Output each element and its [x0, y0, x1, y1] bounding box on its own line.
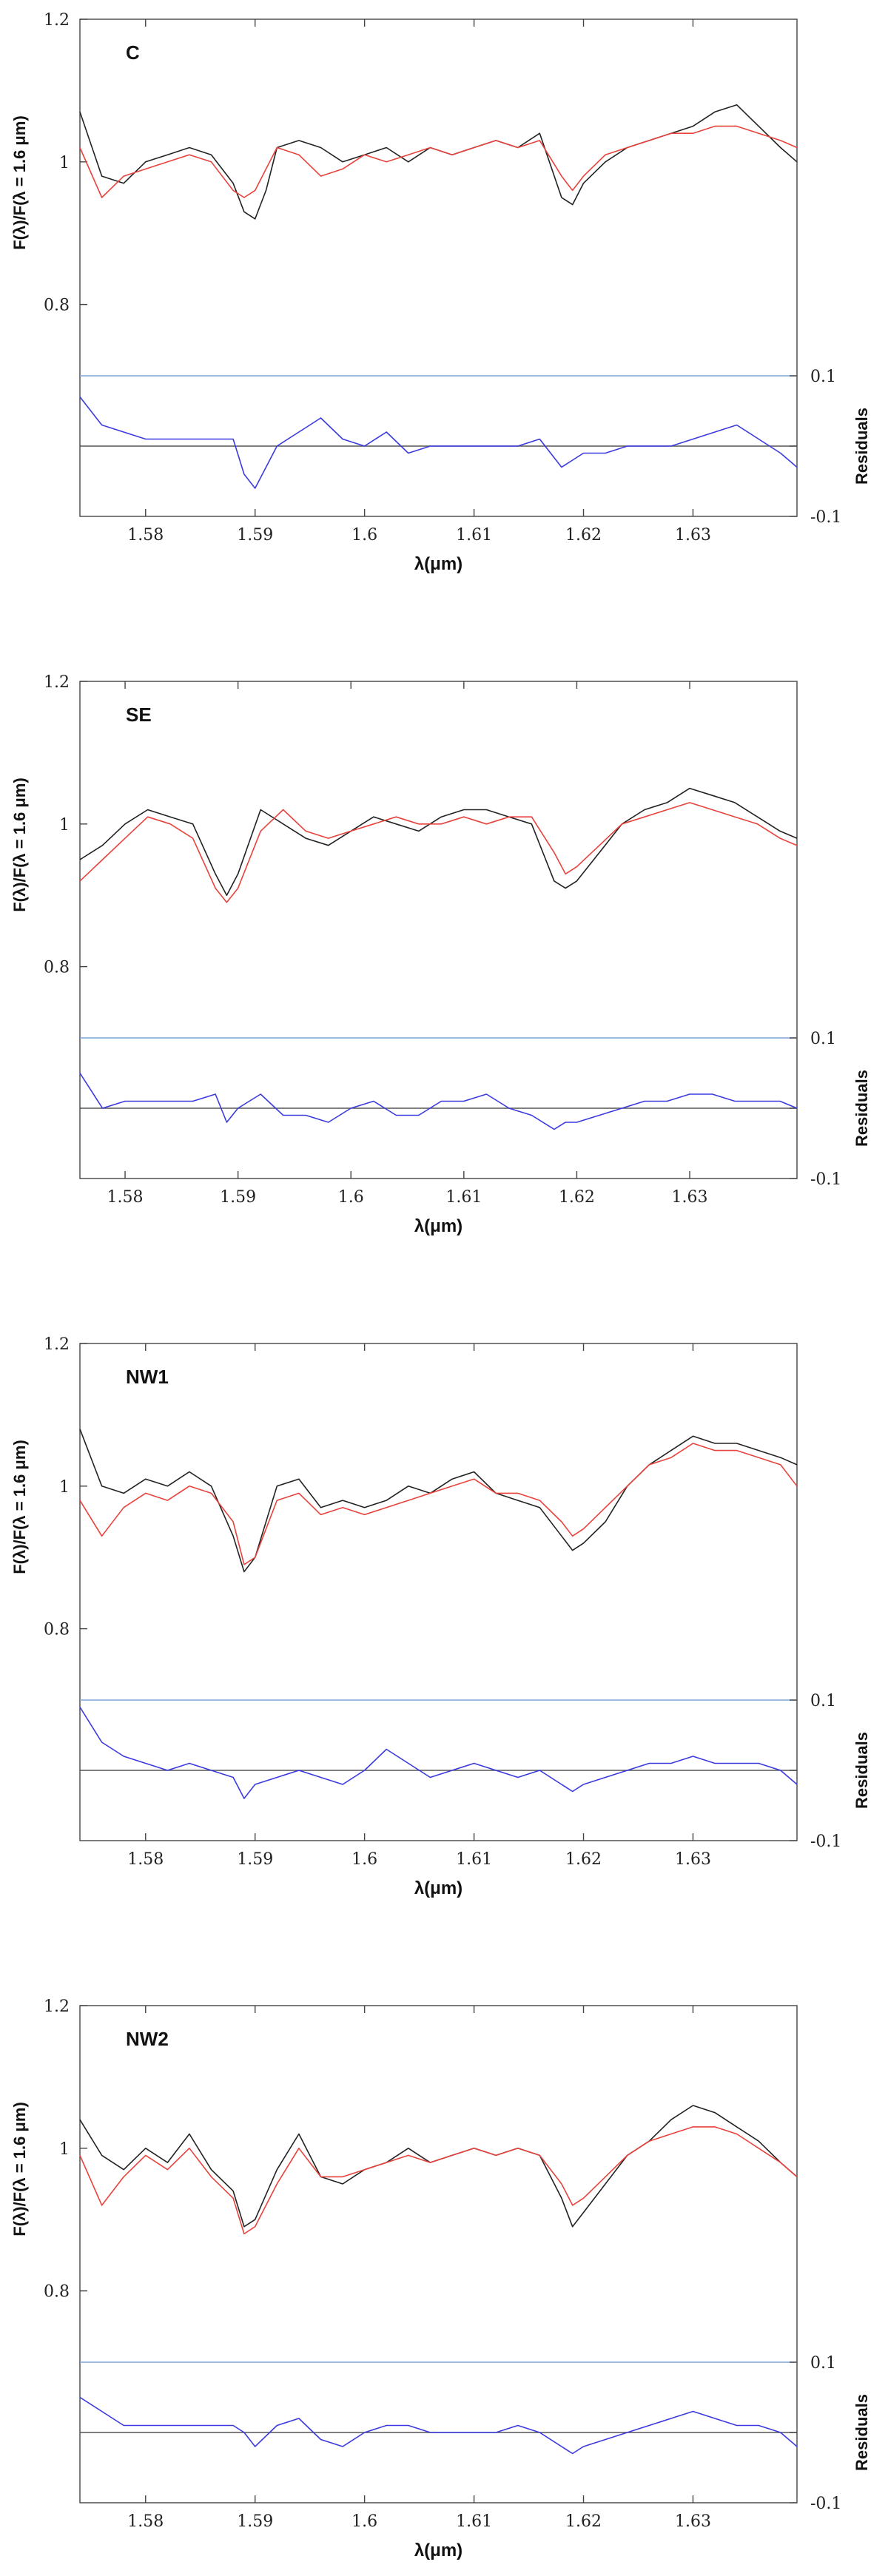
series-residuals [79, 2396, 798, 2455]
x-tick-label: 1.63 [675, 1850, 711, 1869]
y-tick-label: 0.8 [44, 959, 70, 977]
x-tick-label: 1.61 [456, 526, 492, 544]
x-axis-label: λ(μm) [414, 554, 462, 574]
panel-nw1: 1.58 1.59 1.6 1.61 1.62 1.63 1.2 1 0.8 0.1 -0.1 NW1… [10, 1335, 871, 1898]
panel-label: NW1 [126, 1366, 169, 1388]
residuals-axis-label: Residuals [852, 2394, 871, 2471]
plot-frame [79, 681, 798, 1179]
x-tick-label: 1.61 [456, 1850, 492, 1869]
y-tick-label: 1 [59, 154, 70, 172]
series-observed [79, 1429, 798, 1573]
panel-se: 1.58 1.59 1.6 1.61 1.62 1.63 1.2 1 0.8 0.1 -0.1 SE F… [10, 673, 871, 1236]
x-tick-label: 1.62 [565, 2512, 602, 2531]
x-tick-label: 1.58 [127, 1850, 164, 1869]
x-tick-label: 1.63 [675, 2512, 711, 2531]
panel-label: C [126, 41, 140, 64]
x-tick-label: 1.59 [237, 526, 273, 544]
panel-nw2: 1.58 1.59 1.6 1.61 1.62 1.63 1.2 1 0.8 0.1 -0.1 NW2… [10, 1997, 871, 2560]
x-tick-label: 1.6 [352, 2512, 377, 2531]
series-observed [79, 104, 798, 220]
plot-frame [79, 2005, 798, 2503]
y-tick-label: 1 [59, 1478, 70, 1497]
x-tick-label: 1.59 [237, 1850, 273, 1869]
y-tick-label: 1.2 [44, 11, 70, 30]
y-axis-label: F(λ)/F(λ = 1.6 μm) [10, 778, 29, 912]
x-tick-label: 1.59 [237, 2512, 273, 2531]
x-tick-label: 1.63 [672, 1188, 708, 1207]
residuals-axis-label: Residuals [852, 1732, 871, 1809]
residual-tick-label: -0.1 [810, 2495, 841, 2513]
x-tick-label: 1.62 [559, 1188, 595, 1207]
series-observed [79, 2105, 798, 2228]
series-model [79, 802, 798, 903]
series-model [79, 1443, 798, 1565]
series-residuals [79, 1073, 798, 1130]
residual-tick-label: 0.1 [810, 1692, 836, 1710]
x-tick-label: 1.58 [127, 526, 164, 544]
residual-tick-label: -0.1 [810, 1832, 841, 1851]
plot-frame [79, 18, 798, 517]
x-tick-label: 1.6 [352, 526, 377, 544]
series-model [79, 2126, 798, 2235]
y-tick-label: 0.8 [44, 2283, 70, 2302]
x-axis-label: λ(μm) [414, 1216, 462, 1236]
y-axis-label: F(λ)/F(λ = 1.6 μm) [10, 115, 29, 250]
panel-label: NW2 [126, 2028, 169, 2050]
y-axis-label: F(λ)/F(λ = 1.6 μm) [10, 1440, 29, 1574]
residual-tick-label: -0.1 [810, 1170, 841, 1189]
x-tick-label: 1.6 [338, 1188, 364, 1207]
panel-label: SE [126, 704, 152, 726]
series-residuals [79, 397, 798, 489]
y-tick-label: 1 [59, 816, 70, 834]
y-tick-label: 1.2 [44, 673, 70, 692]
residuals-axis-label: Residuals [852, 408, 871, 485]
residual-tick-label: 0.1 [810, 368, 836, 386]
residual-tick-label: 0.1 [810, 2354, 836, 2373]
x-tick-label: 1.58 [107, 1188, 144, 1207]
series-observed [79, 787, 798, 897]
x-axis-label: λ(μm) [414, 2540, 462, 2560]
y-axis-label: F(λ)/F(λ = 1.6 μm) [10, 2102, 29, 2236]
series-model [79, 125, 798, 198]
y-tick-label: 0.8 [44, 297, 70, 315]
x-tick-label: 1.6 [352, 1850, 377, 1869]
series-residuals [79, 1707, 798, 1799]
x-tick-label: 1.61 [456, 2512, 492, 2531]
x-tick-label: 1.62 [565, 1850, 602, 1869]
x-axis-label: λ(μm) [414, 1878, 462, 1898]
x-tick-label: 1.61 [445, 1188, 482, 1207]
y-tick-label: 1.2 [44, 1997, 70, 2016]
residuals-axis-label: Residuals [852, 1070, 871, 1147]
x-tick-label: 1.58 [127, 2512, 164, 2531]
y-tick-label: 1 [59, 2140, 70, 2159]
plot-frame [79, 1343, 798, 1841]
residual-tick-label: -0.1 [810, 508, 841, 527]
panel-c: 1.58 1.59 1.6 1.61 1.62 1.63 1.2 1 0.8 0.1 -0.1 C F(… [10, 11, 871, 574]
y-tick-label: 1.2 [44, 1335, 70, 1354]
y-tick-label: 0.8 [44, 1621, 70, 1639]
x-tick-label: 1.63 [675, 526, 711, 544]
x-tick-label: 1.59 [220, 1188, 256, 1207]
x-tick-label: 1.62 [565, 526, 602, 544]
residual-tick-label: 0.1 [810, 1030, 836, 1048]
